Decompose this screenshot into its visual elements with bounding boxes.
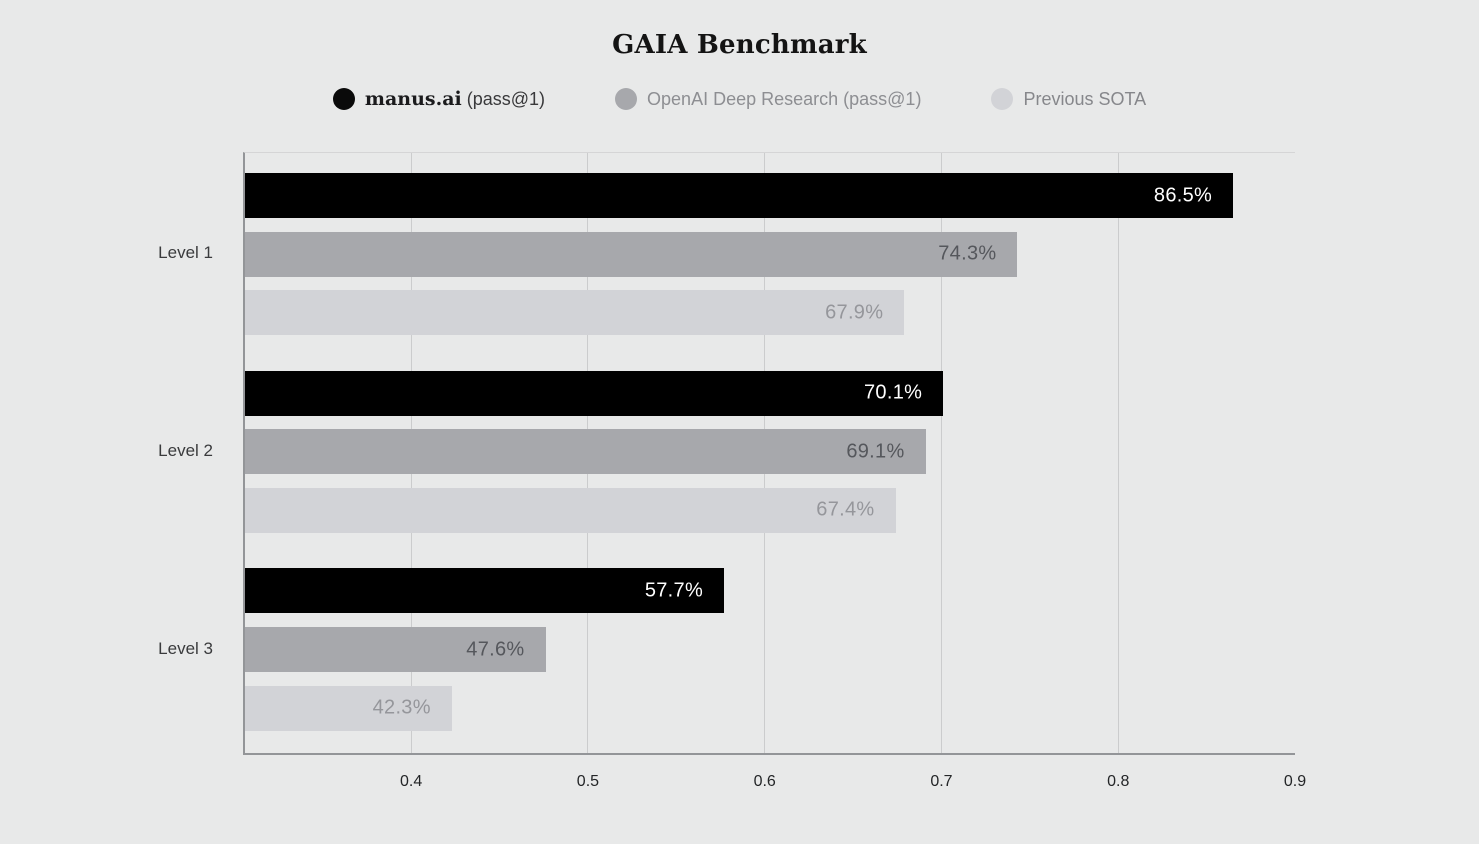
legend-swatch-manus-icon: [332, 88, 355, 110]
x-tick-label: 0.8: [1107, 773, 1130, 790]
x-tick-label: 0.4: [400, 773, 423, 790]
bar: 47.6%: [245, 627, 546, 672]
bar: 42.3%: [245, 685, 452, 731]
legend-swatch-openai-icon: [615, 88, 638, 110]
legend-label-openai: OpenAI Deep Research (pass@1): [647, 88, 922, 109]
legend-item-openai: OpenAI Deep Research (pass@1): [615, 88, 921, 110]
bar-value-label: 70.1%: [864, 381, 923, 404]
x-tick-label: 0.7: [930, 773, 953, 790]
bar-value-label: 86.5%: [1153, 184, 1213, 206]
legend-swatch-previous-sota-icon: [991, 88, 1014, 110]
bar-value-label: 57.7%: [644, 579, 704, 602]
bar-value-label: 69.1%: [846, 440, 905, 463]
category-label: Level 2: [158, 440, 213, 460]
plot-inner: 86.5% 74.3% 67.9% 70.1% 69.1% 67.4% 57.7% 47.6%…: [245, 153, 1295, 753]
gridline: [1117, 153, 1119, 753]
bar-value-label: 47.6%: [466, 638, 525, 660]
plot-area: 86.5% 74.3% 67.9% 70.1% 69.1% 67.4% 57.7% 47.6%…: [243, 152, 1295, 755]
gridline: [1294, 153, 1295, 753]
gridline: [940, 153, 942, 753]
category-label: Level 3: [158, 638, 213, 658]
bar: 57.7%: [245, 568, 725, 614]
chart-title: GAIA Benchmark: [612, 30, 867, 60]
bar: 74.3%: [245, 231, 1018, 277]
bar-value-label: 74.3%: [938, 242, 997, 265]
bar: 67.9%: [245, 290, 905, 336]
legend: manus.ai (pass@1) OpenAI Deep Research (p…: [0, 88, 1479, 110]
x-tick-label: 0.9: [1283, 773, 1307, 790]
legend-item-manus: manus.ai (pass@1): [332, 88, 546, 110]
legend-label-manus: manus.ai (pass@1): [364, 88, 546, 110]
bar: 86.5%: [245, 173, 1234, 218]
x-tick-label: 0.5: [576, 773, 600, 790]
legend-label-previous-sota: Previous SOTA: [1023, 88, 1147, 109]
bar: 67.4%: [245, 487, 896, 533]
category-label: Level 1: [158, 243, 213, 263]
bar-value-label: 42.3%: [372, 696, 431, 719]
x-tick-label: 0.6: [753, 773, 776, 790]
legend-item-previous-sota: Previous SOTA: [991, 88, 1146, 110]
bar-value-label: 67.4%: [816, 498, 875, 521]
bar: 69.1%: [245, 429, 926, 475]
bar-value-label: 67.9%: [825, 301, 884, 324]
bar: 70.1%: [245, 370, 944, 416]
